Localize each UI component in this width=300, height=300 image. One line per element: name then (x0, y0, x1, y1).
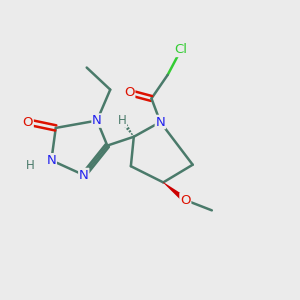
Text: O: O (22, 116, 33, 128)
Text: O: O (180, 194, 190, 207)
Text: O: O (124, 86, 135, 99)
Text: N: N (46, 154, 56, 167)
Text: Cl: Cl (174, 44, 188, 56)
Text: N: N (79, 169, 88, 182)
Text: N: N (92, 114, 102, 127)
Polygon shape (163, 182, 188, 202)
Text: N: N (155, 116, 165, 128)
Text: H: H (26, 159, 34, 172)
Text: H: H (118, 114, 126, 127)
